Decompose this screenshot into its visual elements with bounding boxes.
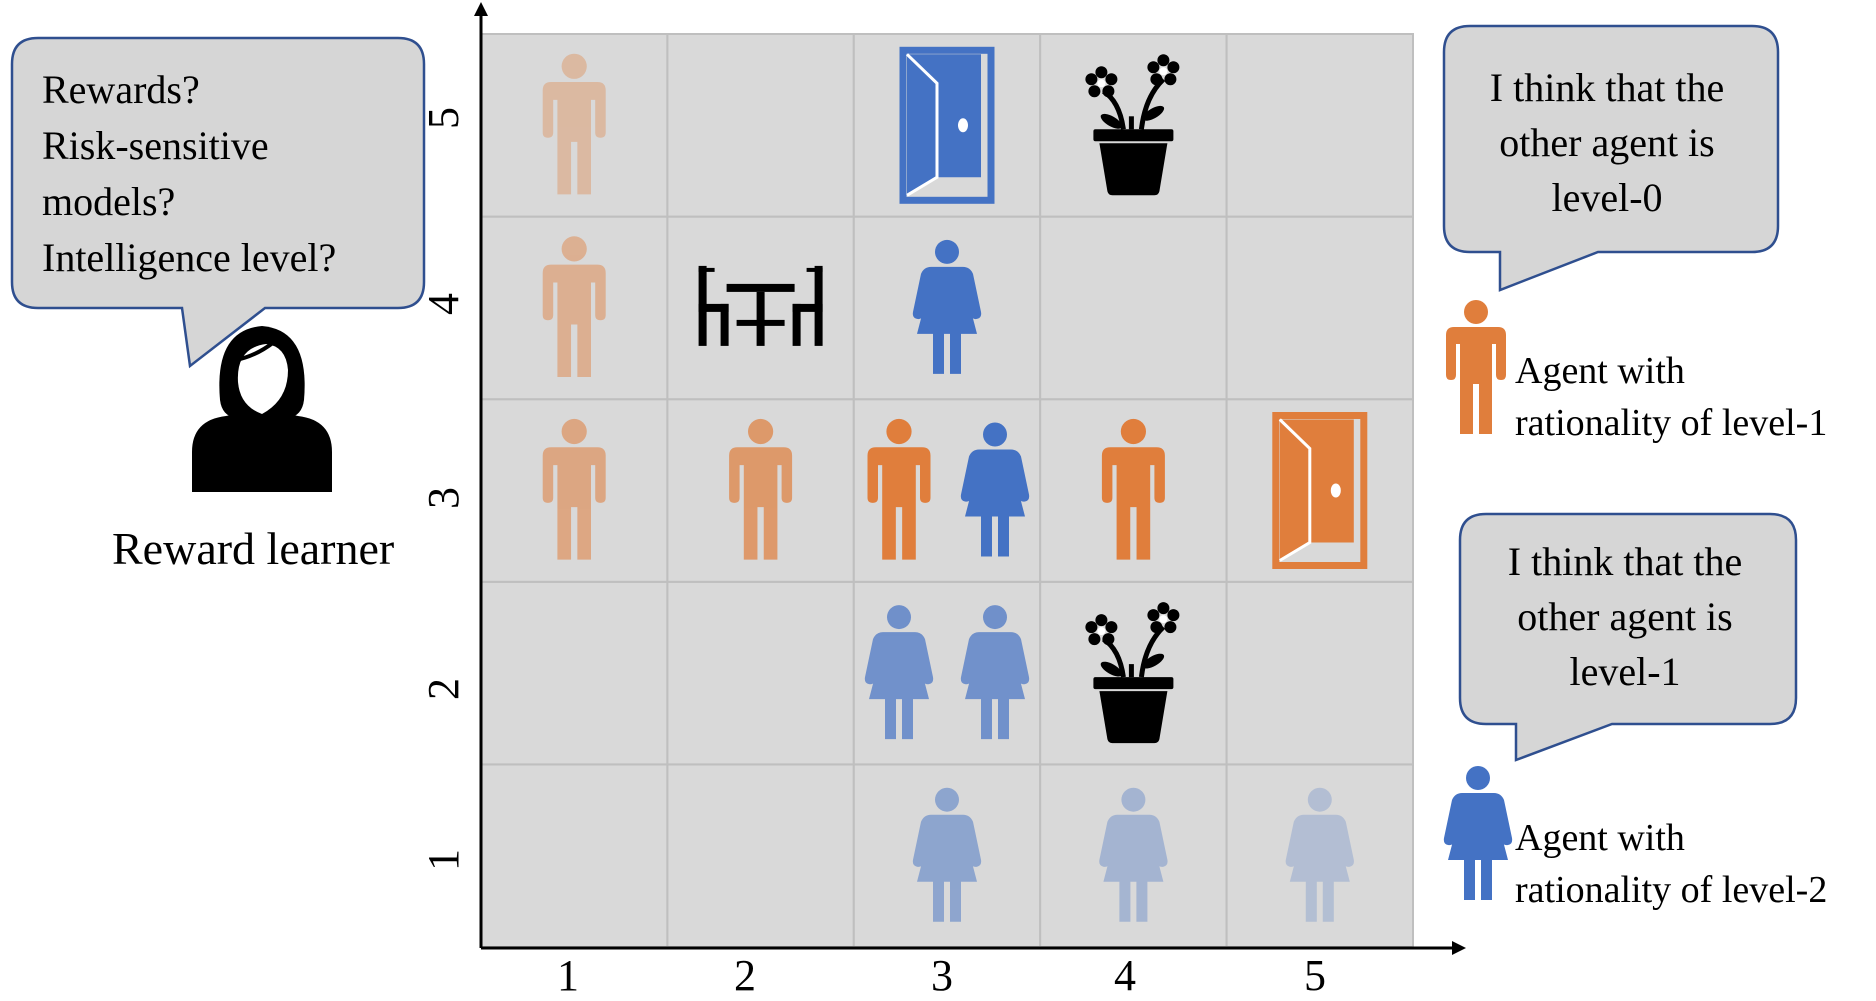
level2-legend-text: Agent with rationality of level-2 <box>1515 812 1827 916</box>
level2-thought-line: I think that the <box>1507 539 1743 584</box>
level1-thought-bubble <box>1442 24 1780 292</box>
grid-cell <box>666 33 855 218</box>
level2-thought-text: I think that the other agent is level-1 <box>1470 534 1780 699</box>
level1-legend-text: Agent with rationality of level-1 <box>1515 345 1827 449</box>
learner-speech-bubble <box>10 36 426 369</box>
learner-question-line: Intelligence level? <box>42 235 337 280</box>
level2-legend-line: rationality of level-2 <box>1515 869 1828 911</box>
learner-question-line: Rewards? <box>42 67 200 112</box>
level2-thought-line: level-1 <box>1569 649 1681 694</box>
level1-thought-line: level-0 <box>1551 175 1663 220</box>
level1-goal-door-icon <box>1272 412 1368 569</box>
level1-thought-line: other agent is <box>1499 120 1715 165</box>
level2-thought-line: other agent is <box>1517 594 1733 639</box>
x-tick-label: 1 <box>557 951 579 1000</box>
axes <box>474 2 1466 955</box>
grid-cell <box>1225 215 1414 401</box>
grid-cell <box>1225 580 1414 766</box>
y-tick-label: 1 <box>419 849 468 871</box>
reward-learner-avatar-icon <box>192 326 332 492</box>
level2-goal-door-icon <box>899 46 995 204</box>
grid-cell <box>666 763 855 949</box>
reward-learner-label: Reward learner <box>112 523 395 574</box>
level2-legend-line: Agent with <box>1515 817 1685 859</box>
grid-cell <box>666 580 855 766</box>
learner-questions: Rewards? Risk-sensitive models? Intellig… <box>42 62 336 286</box>
grid-cell <box>480 763 669 949</box>
level1-thought-text: I think that the other agent is level-0 <box>1452 60 1762 225</box>
x-tick-label: 4 <box>1114 951 1136 1000</box>
grid-cell <box>480 580 669 766</box>
y-tick-label: 3 <box>419 487 468 509</box>
x-tick-label: 2 <box>734 951 756 1000</box>
y-axis-arrow-icon <box>474 2 488 16</box>
level2-thought-bubble <box>1458 512 1798 762</box>
level1-legend-line: Agent with <box>1515 350 1685 392</box>
grid-items <box>542 46 1368 922</box>
y-tick-label: 5 <box>419 107 468 129</box>
grid-cell <box>1225 33 1414 218</box>
grid <box>480 33 1414 949</box>
learner-question-line: Risk-sensitive <box>42 123 269 168</box>
y-tick-label: 4 <box>419 293 468 315</box>
x-axis-arrow-icon <box>1452 941 1466 955</box>
level1-agent-legend-icon <box>1446 300 1506 434</box>
level1-legend-line: rationality of level-1 <box>1515 402 1828 444</box>
level2-agent-legend-icon <box>1443 766 1513 900</box>
x-tick-label: 5 <box>1304 951 1326 1000</box>
level1-thought-line: I think that the <box>1489 65 1725 110</box>
grid-cell <box>1039 215 1228 401</box>
learner-question-line: models? <box>42 179 176 224</box>
y-tick-label: 2 <box>419 678 468 700</box>
x-tick-label: 3 <box>931 951 953 1000</box>
